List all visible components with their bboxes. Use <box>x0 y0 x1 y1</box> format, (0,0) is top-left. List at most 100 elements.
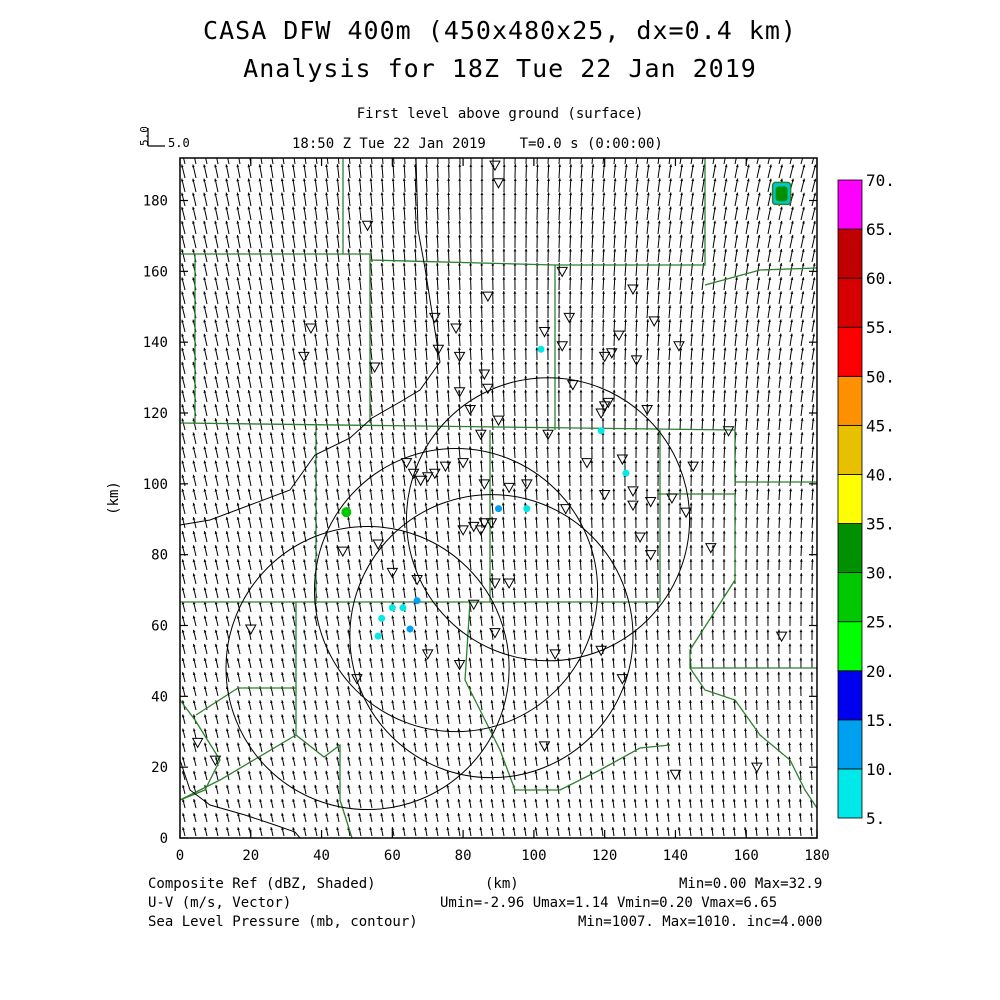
wind-vector-head <box>446 643 450 647</box>
wind-vector-head <box>392 150 395 153</box>
wind-vector-head <box>225 333 229 337</box>
wind-vector <box>304 158 307 165</box>
wind-vector-head <box>789 418 793 421</box>
wind-vector-head <box>502 206 506 210</box>
wind-vector-head <box>590 559 593 562</box>
wind-vector-head <box>369 728 373 732</box>
wind-vector-head <box>214 249 218 252</box>
wind-vector-head <box>302 234 306 238</box>
wind-vector-head <box>589 643 593 647</box>
wind-vector-head <box>600 615 604 619</box>
wind-vector-head <box>214 559 218 563</box>
wind-vector-head <box>424 502 428 506</box>
wind-vector-head <box>700 587 704 590</box>
wind-vector-head <box>292 728 295 732</box>
wind-vector-head <box>689 516 693 520</box>
wind-vector-head <box>733 587 737 590</box>
wind-vector-head <box>667 544 671 548</box>
wind-vector-head <box>790 220 794 224</box>
wind-vector-head <box>579 446 583 449</box>
wind-vector-head <box>192 686 196 690</box>
wind-vector-head <box>369 460 373 464</box>
wind-vector-head <box>280 404 284 407</box>
wind-vector-head <box>667 657 670 661</box>
wind-vector-head <box>679 389 682 393</box>
wind-vector-head <box>358 248 362 252</box>
wind-vector-head <box>502 375 506 379</box>
wind-vector-head <box>435 375 439 379</box>
wind-vector-head <box>635 248 639 252</box>
wind-vector-head <box>269 516 273 520</box>
wind-vector-head <box>446 403 450 407</box>
wind-vector-head <box>545 657 549 661</box>
wind-vector-head <box>468 559 472 562</box>
wind-vector-head <box>325 488 328 492</box>
wind-vector-head <box>580 248 583 252</box>
wind-vector-head <box>391 657 395 661</box>
wind-vector-head <box>203 361 207 365</box>
wind-vector-head <box>546 516 549 520</box>
wind-vector-head <box>214 418 218 422</box>
wind-vector-head <box>769 178 772 182</box>
wind-vector-head <box>225 418 229 422</box>
wind-vector-head <box>269 404 273 407</box>
wind-vector-head <box>457 643 461 647</box>
wind-vector-head <box>435 657 439 661</box>
wind-vector-head <box>424 460 428 464</box>
wind-vector-head <box>490 587 494 591</box>
wind-vector-head <box>469 319 472 322</box>
wind-vector-head <box>777 742 780 746</box>
wind-vector-head <box>679 248 683 252</box>
wind-vector-head <box>657 305 661 308</box>
wind-vector-head <box>635 220 639 224</box>
wind-vector-head <box>203 432 207 436</box>
wind-vector-head <box>270 700 273 704</box>
wind-vector-head <box>757 277 761 280</box>
wind-vector-head <box>788 544 792 548</box>
wind-vector-head <box>269 291 273 295</box>
wind-vector-head <box>358 657 362 661</box>
wind-vector-head <box>425 178 428 181</box>
wind-vector-head <box>688 728 692 732</box>
wind-vector-head <box>347 573 351 577</box>
wind-vector-head <box>657 333 661 337</box>
wind-vector-head <box>800 516 803 520</box>
wind-vector-head <box>391 460 395 464</box>
wind-vector-head <box>746 178 750 182</box>
wind-vector-head <box>358 573 362 577</box>
wind-vector-head <box>225 516 229 520</box>
wind-vector-head <box>380 559 384 562</box>
wind-vector-head <box>811 404 815 407</box>
wind-vector-head <box>546 361 550 365</box>
wind-vector-head <box>402 686 406 689</box>
wind-vector-head <box>534 686 538 689</box>
wind-vector-head <box>735 178 739 182</box>
wind-vector-head <box>391 206 395 210</box>
wind-vector-head <box>214 305 218 309</box>
wind-vector <box>712 158 715 165</box>
wind-vector-head <box>768 220 772 224</box>
wind-vector-head <box>735 220 739 224</box>
wind-vector-head <box>589 615 593 619</box>
wind-vector-head <box>336 502 339 506</box>
wind-vector-head <box>181 531 185 535</box>
wind-vector-head <box>602 276 605 280</box>
wind-vector-head <box>590 361 594 365</box>
wind-vector-head <box>534 615 538 619</box>
wind-vector-head <box>247 220 251 224</box>
wind-vector-head <box>534 601 538 605</box>
wind-vector-head <box>281 657 284 661</box>
wind-vector-head <box>457 573 461 576</box>
wind-vector-head <box>546 234 550 238</box>
wind-vector-head <box>358 516 362 520</box>
wind-vector-head <box>336 700 340 704</box>
wind-vector-head <box>303 700 306 704</box>
wind-vector-head <box>247 432 251 436</box>
wind-vector-head <box>545 615 549 619</box>
wind-vector-head <box>722 643 726 647</box>
wind-vector-head <box>358 277 362 280</box>
wind-vector-head <box>413 671 417 675</box>
wind-vector-head <box>292 573 295 577</box>
wind-vector-head <box>745 474 748 478</box>
wind-vector-head <box>446 319 450 323</box>
